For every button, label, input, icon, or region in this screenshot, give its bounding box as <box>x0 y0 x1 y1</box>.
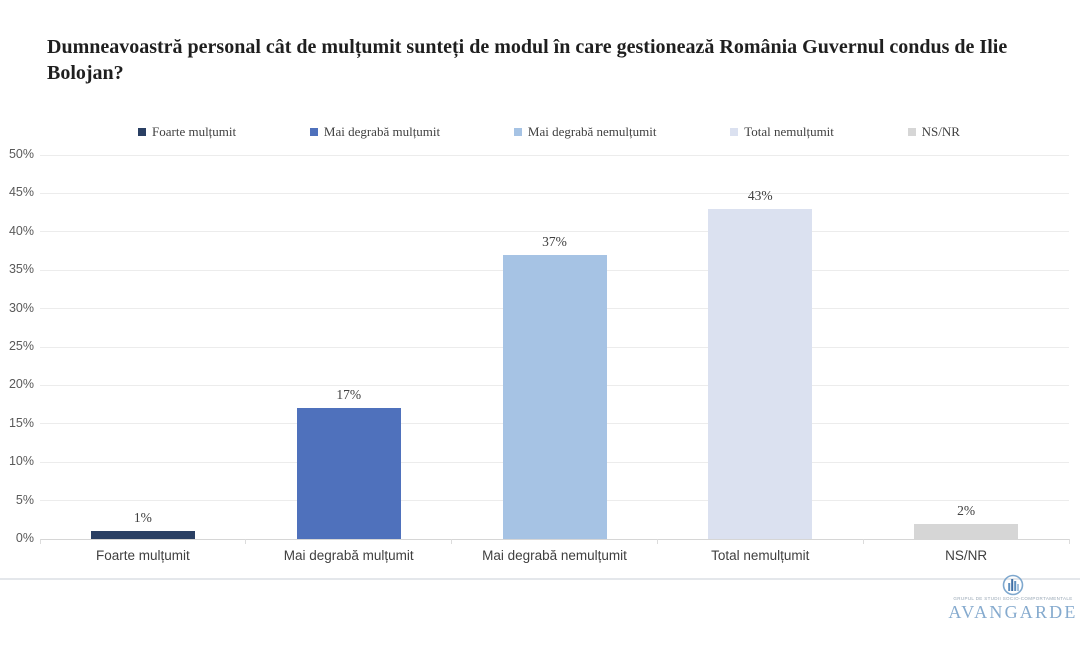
legend-marker <box>309 128 318 136</box>
axis-tick <box>245 539 247 544</box>
bar-value-label: 37% <box>542 233 567 249</box>
bar-value-label: 1% <box>133 510 152 526</box>
legend-marker <box>513 128 522 136</box>
axis-tick <box>1068 539 1070 544</box>
legend: Foarte mulțumit Mai degrabă mulțumit Mai d… <box>138 123 960 141</box>
legend-item: Foarte mulțumit <box>138 124 236 140</box>
y-axis-label: 10% <box>8 454 34 469</box>
x-axis-label: NS/NR <box>945 548 988 563</box>
legend-item: Mai degrabă nemulțumit <box>513 124 657 140</box>
y-axis-label: 15% <box>8 415 34 430</box>
x-axis-label: Foarte mulțumit <box>96 548 190 563</box>
y-axis-label: 40% <box>8 223 34 238</box>
bar-value-label: 17% <box>336 387 362 403</box>
y-axis-label: 25% <box>8 339 34 353</box>
axis-tick <box>656 539 658 544</box>
y-axis-label: 30% <box>8 300 34 315</box>
legend-item: Mai degrabă mulțumit <box>309 124 441 140</box>
legend-marker <box>730 128 739 136</box>
x-axis-line <box>40 538 1069 540</box>
x-axis-label: Mai degrabă nemulțumit <box>482 548 627 563</box>
bar-1 <box>90 531 195 539</box>
avangarde-logo: GRUPUL DE STUDII SOCIO-COMPORTAMENTALE A… <box>946 574 1080 621</box>
gridline <box>40 192 1069 194</box>
axis-tick <box>862 539 864 544</box>
y-axis-label: 35% <box>8 262 34 277</box>
y-axis-label: 5% <box>15 492 34 507</box>
bar-value-label: 2% <box>957 502 976 518</box>
legend-item: Total nemulțumit <box>730 124 834 140</box>
y-axis-label: 20% <box>8 377 34 392</box>
x-axis-label: Total nemulțumit <box>711 548 810 563</box>
y-axis-label: 0% <box>15 531 34 545</box>
bar-4 <box>708 208 813 539</box>
legend-label: Mai degrabă nemulțumit <box>527 124 657 139</box>
chart-title: Dumneavoastră personal cât de mulțumit s… <box>47 36 1008 85</box>
axis-tick <box>451 539 453 544</box>
bar-3 <box>502 254 607 539</box>
legend-label: Foarte mulțumit <box>152 124 237 139</box>
legend-label: Total nemulțumit <box>744 124 834 139</box>
axis-tick <box>39 539 41 544</box>
slide-divider-line <box>0 578 1080 580</box>
plot-area: 0% 5% 10% 15% 20% 25% 30% 35% 40% 45% 50% 1% Foarte … <box>9 147 1070 563</box>
bar-2 <box>296 408 401 539</box>
legend-marker <box>138 128 146 136</box>
legend-label: Mai degrabă mulțumit <box>323 124 441 139</box>
bar-value-label: 43% <box>747 187 773 203</box>
gridline <box>40 154 1069 156</box>
x-axis-label: Mai degrabă mulțumit <box>283 548 414 563</box>
legend-item: NS/NR <box>907 124 960 140</box>
gridline <box>40 231 1069 233</box>
avangarde-wordmark: AVANGARDE <box>948 601 1078 622</box>
y-axis-label: 50% <box>8 147 34 161</box>
avangarde-tagline: GRUPUL DE STUDII SOCIO-COMPORTAMENTALE <box>953 596 1073 601</box>
legend-marker <box>907 128 916 136</box>
avangarde-logo-icon <box>1002 574 1024 596</box>
y-axis-label: 45% <box>8 185 34 200</box>
bar-5 <box>914 523 1019 539</box>
legend-label: NS/NR <box>921 124 960 139</box>
